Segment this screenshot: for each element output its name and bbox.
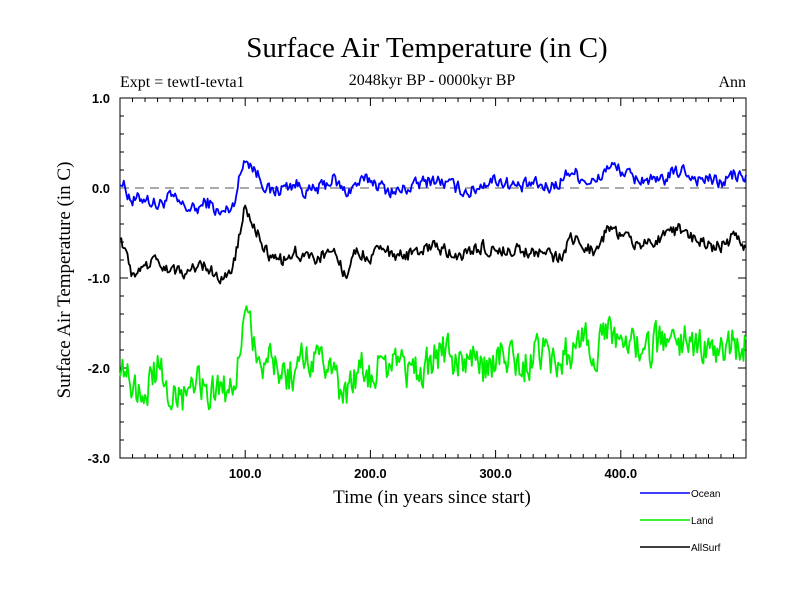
series-line-allsurf [119, 204, 747, 285]
y-tick-label: 1.0 [92, 91, 110, 106]
series-line-land [119, 305, 747, 411]
legend: Ocean Land AllSurf [640, 489, 721, 554]
y-tick-label: 0.0 [92, 181, 110, 196]
legend-label-ocean: Ocean [691, 489, 720, 500]
chart-subtitle: 2048kyr BP - 0000kyr BP [349, 72, 516, 89]
plot-area: 100.0 200.0 300.0 400.0 1.0 0.0 -1.0 -2.0 -3.0 [88, 91, 747, 481]
season-label: Ann [718, 74, 746, 91]
x-tick-label: 200.0 [354, 466, 387, 481]
y-tick-label: -3.0 [88, 451, 110, 466]
legend-label-land: Land [691, 516, 713, 527]
plot-frame [119, 97, 747, 459]
x-axis-label: Time (in years since start) [333, 487, 531, 508]
y-tick-label: -2.0 [88, 361, 110, 376]
series-line-ocean [119, 160, 747, 216]
chart-title: Surface Air Temperature (in C) [246, 32, 607, 64]
x-tick-label: 400.0 [605, 466, 638, 481]
y-axis-label: Surface Air Temperature (in C) [54, 162, 75, 399]
expt-label: Expt = tewtI-tevta1 [120, 74, 245, 91]
x-tick-label: 100.0 [229, 466, 262, 481]
legend-label-allsurf: AllSurf [691, 543, 721, 554]
y-tick-label: -1.0 [88, 271, 110, 286]
x-tick-label: 300.0 [479, 466, 512, 481]
